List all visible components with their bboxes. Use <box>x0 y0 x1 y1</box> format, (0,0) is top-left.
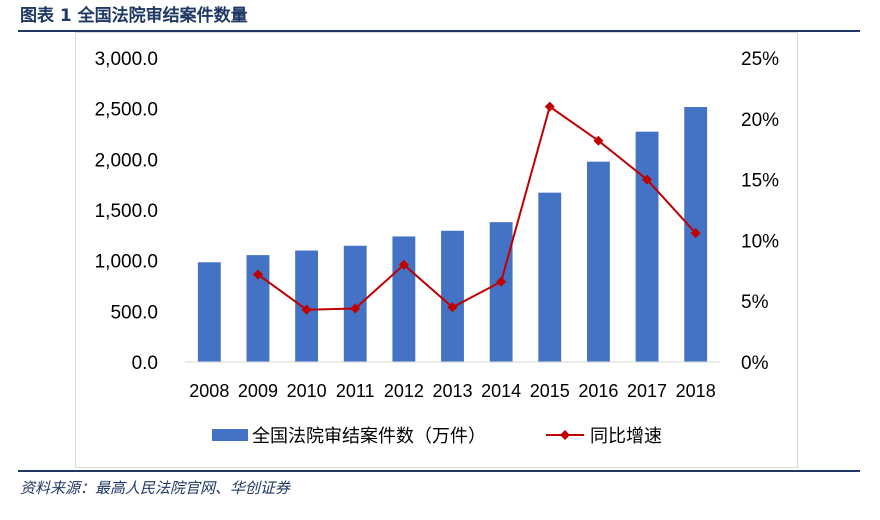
x-tick-label: 2012 <box>384 381 424 401</box>
y-left-tick-label: 1,500.0 <box>95 201 158 222</box>
y-left-tick-label: 500.0 <box>110 302 158 323</box>
growth-point-2012 <box>398 259 409 270</box>
x-tick-label: 2016 <box>578 381 618 401</box>
legend-bar-label: 全国法院审结案件数（万件） <box>252 426 486 447</box>
x-tick-label: 2017 <box>627 381 667 401</box>
x-tick-label: 2010 <box>287 381 327 401</box>
growth-point-2015 <box>544 101 555 112</box>
right-axis-ticks: 0% 5% 10% 15% 20% 25% <box>741 49 779 374</box>
growth-point-2010 <box>301 304 312 315</box>
y-left-tick-label: 1,000.0 <box>95 252 158 273</box>
source-rule <box>18 470 860 472</box>
growth-point-2018 <box>690 228 701 239</box>
legend-line-label: 同比增速 <box>590 426 662 447</box>
x-axis-ticks: 2008 2009 2010 2011 2012 2013 2014 2015 2016 2017… <box>189 381 715 401</box>
source-note: 资料来源：最高人民法院官网、华创证券 <box>20 479 291 497</box>
bar-2009 <box>246 255 270 362</box>
figure-title: 图表 1 全国法院审结案件数量 <box>20 6 248 26</box>
bar-2016 <box>586 161 610 362</box>
y-left-tick-label: 3,000.0 <box>95 49 158 70</box>
growth-point-2014 <box>496 276 507 287</box>
growth-point-2013 <box>447 302 458 313</box>
x-tick-label: 2009 <box>238 381 278 401</box>
x-tick-label: 2014 <box>481 381 521 401</box>
x-tick-label: 2015 <box>530 381 570 401</box>
bar-2014 <box>489 222 513 362</box>
x-tick-label: 2011 <box>336 381 375 401</box>
y-right-tick-label: 20% <box>741 110 779 131</box>
bar-2008 <box>197 262 221 362</box>
left-axis-ticks: 0.0 500.0 1,000.0 1,500.0 2,000.0 2,500.0 3,00… <box>95 49 158 374</box>
y-left-tick-label: 2,000.0 <box>95 150 158 171</box>
growth-point-2016 <box>593 135 604 146</box>
bar-2012 <box>392 236 416 362</box>
bar-2015 <box>538 192 562 362</box>
bar-series <box>197 107 708 362</box>
legend-line-marker <box>560 430 570 440</box>
growth-point-2011 <box>350 303 361 314</box>
x-tick-label: 2018 <box>676 381 716 401</box>
y-right-tick-label: 15% <box>741 171 779 192</box>
y-right-tick-label: 25% <box>741 49 779 70</box>
legend-bar-swatch <box>212 429 248 441</box>
y-right-tick-label: 0% <box>741 353 769 374</box>
growth-line <box>257 105 697 311</box>
bar-2013 <box>441 230 464 362</box>
chart-frame <box>75 32 798 468</box>
growth-point-2009 <box>252 269 263 280</box>
y-left-tick-label: 0.0 <box>132 353 158 374</box>
y-right-tick-label: 5% <box>741 292 769 313</box>
x-tick-label: 2008 <box>189 381 229 401</box>
y-right-tick-label: 10% <box>741 231 779 252</box>
y-left-tick-label: 2,500.0 <box>95 100 158 121</box>
growth-point-2017 <box>642 174 653 185</box>
title-rule <box>18 30 860 32</box>
line-series <box>252 101 701 315</box>
bar-2017 <box>635 131 659 362</box>
legend: 全国法院审结案件数（万件） 同比增速 <box>212 426 662 447</box>
x-tick-label: 2013 <box>432 381 472 401</box>
